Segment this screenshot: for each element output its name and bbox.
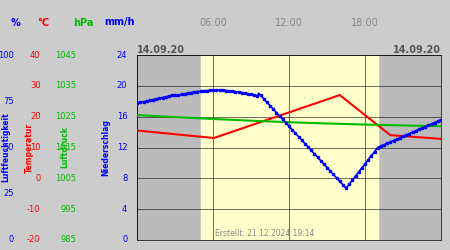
Text: 20: 20 [117,81,127,90]
Text: 995: 995 [61,205,77,214]
Text: 4: 4 [122,205,127,214]
Text: 06:00: 06:00 [199,18,227,28]
Text: 985: 985 [61,236,77,244]
Text: %: % [11,18,21,28]
Text: 8: 8 [122,174,127,183]
Text: 0: 0 [122,236,127,244]
Text: 50: 50 [3,143,14,152]
Text: 100: 100 [0,50,14,59]
Text: Erstellt: 21.12.2024 19:14: Erstellt: 21.12.2024 19:14 [215,228,315,237]
Text: 1015: 1015 [55,143,76,152]
Text: 0: 0 [8,236,14,244]
Text: Niederschlag: Niederschlag [101,119,110,176]
Text: °C: °C [37,18,49,28]
Text: hPa: hPa [73,18,94,28]
Text: 14.09.20: 14.09.20 [137,45,185,55]
Text: 18:00: 18:00 [351,18,379,28]
Text: 1045: 1045 [55,50,76,59]
Text: 40: 40 [30,50,40,59]
Text: -20: -20 [27,236,40,244]
Text: Temperatur: Temperatur [25,122,34,172]
Text: 30: 30 [30,81,40,90]
Bar [201,55,378,240]
Text: 1005: 1005 [55,174,76,183]
Text: 14.09.20: 14.09.20 [393,45,441,55]
Text: 1025: 1025 [55,112,76,121]
Text: -10: -10 [27,205,40,214]
Text: 25: 25 [3,189,14,198]
Text: Luftfeuchtigkeit: Luftfeuchtigkeit [1,112,10,182]
Text: 12: 12 [117,143,127,152]
Text: 10: 10 [30,143,40,152]
Text: 20: 20 [30,112,40,121]
Text: 0: 0 [35,174,40,183]
Text: mm/h: mm/h [104,18,135,28]
Text: 75: 75 [3,97,14,106]
Text: 12:00: 12:00 [275,18,303,28]
Text: 16: 16 [117,112,127,121]
Text: Luftdruck: Luftdruck [61,126,70,168]
Text: 24: 24 [117,50,127,59]
Text: 1035: 1035 [55,81,76,90]
